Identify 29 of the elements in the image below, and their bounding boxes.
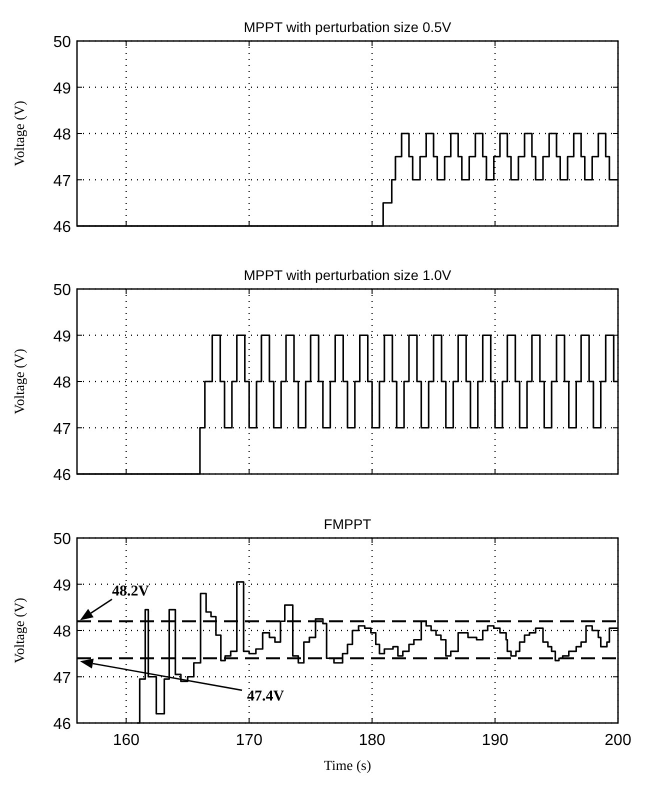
y-tick-label: 48 [53,374,72,392]
x-tick-label: 200 [604,732,632,749]
y-tick-label: 46 [53,467,72,484]
x-axis-title: Time (s) [324,759,372,774]
y-axis-title: Voltage (V) [13,597,28,664]
y-tick-label: 50 [53,282,72,299]
y-tick-label: 49 [53,80,72,98]
y-tick-label: 48 [53,624,72,640]
y-axis-title: Voltage (V) [13,348,28,414]
y-axis-title: Voltage (V) [13,100,28,166]
chart-title: FMPPT [324,516,372,532]
y-tick-label: 48 [53,126,72,144]
y-tick-label: 47 [53,172,72,190]
x-tick-label: 190 [482,732,508,749]
ref-line-label: 48.2V [112,583,150,600]
x-tick-label: 180 [358,732,386,749]
x-tick-label: 160 [112,732,140,749]
y-tick-label: 46 [53,219,72,236]
ref-line-label: 47.4V [247,688,284,704]
y-tick-label: 46 [53,716,72,733]
y-tick-label: 47 [53,670,72,687]
y-tick-label: 47 [53,420,72,438]
x-tick-label: 170 [236,732,263,749]
chart-title: MPPT with perturbation size 1.0V [244,267,452,283]
y-tick-label: 50 [53,531,72,548]
chart-title: MPPT with perturbation size 0.5V [244,19,452,35]
y-tick-label: 49 [53,328,72,346]
y-tick-label: 49 [53,577,72,594]
y-tick-label: 50 [53,34,72,51]
